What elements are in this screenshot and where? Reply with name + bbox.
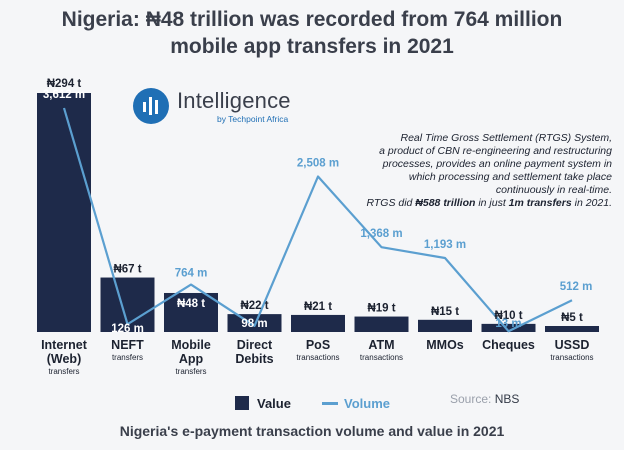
volume-value-label: 98 m: [241, 318, 267, 330]
note-line: a product of CBN re-engineering and rest…: [379, 145, 612, 157]
bar-value-label: ₦67 t: [113, 264, 141, 276]
note-line: continuously in real-time.: [495, 184, 612, 196]
note-line: which processing and settlement take pla…: [408, 171, 612, 183]
rtgs-note: Real Time Gross Settlement (RTGS) System…: [322, 132, 612, 210]
source-name: NBS: [494, 392, 520, 406]
volume-value-label: 512 m: [560, 281, 593, 293]
category-sublabel: transactions: [360, 353, 403, 362]
category-label: Debits: [235, 352, 273, 366]
category-sublabel: transfers: [112, 353, 143, 362]
volume-line: [62, 107, 573, 333]
note-line: processes, provides an online payment sy…: [382, 158, 612, 170]
chart-title-line-2: mobile app transfers in 2021: [170, 35, 454, 58]
legend-label-value: Value: [257, 396, 291, 411]
value-bar: [545, 326, 599, 332]
volume-value-label: 3,612 m: [43, 89, 85, 101]
volume-value-label: 2,508 m: [297, 157, 339, 169]
bar-value-label: ₦5 t: [561, 312, 583, 324]
category-label: USSD: [555, 338, 590, 352]
rtgs-summary: RTGS did ₦588 trillion in just 1m transf…: [322, 197, 612, 210]
bar-value-label: ₦15 t: [431, 306, 459, 318]
chart-title: Nigeria: ₦48 trillion was recorded from …: [0, 6, 624, 60]
value-bar: [291, 314, 345, 332]
volume-value-label: 764 m: [175, 268, 208, 280]
rtgs-middle: in just: [475, 197, 509, 209]
bar-value-label: ₦294 t: [47, 78, 82, 90]
logo-tagline: by Techpoint Africa: [217, 114, 289, 124]
volume-value-label: 1,368 m: [360, 228, 402, 240]
volume-value-label: 126 m: [111, 323, 144, 335]
rtgs-value: ₦588 trillion: [415, 197, 476, 209]
category-label: PoS: [306, 338, 330, 352]
value-bar: [481, 323, 536, 332]
intelligence-logo: Intelligence by Techpoint Africa: [133, 88, 313, 132]
source-credit: Source: NBS: [450, 392, 519, 406]
chart-subtitle: Nigeria's e-payment transaction volume a…: [119, 423, 505, 439]
bar-value-label: ₦21 t: [304, 301, 332, 313]
chart-title-line-1: Nigeria: ₦48 trillion was recorded from …: [61, 8, 563, 31]
category-label: Cheques: [482, 338, 535, 352]
bar-chart-logo-icon: [133, 88, 169, 124]
value-bar: [227, 314, 282, 332]
category-label: MMOs: [426, 338, 464, 352]
category-label: Direct: [237, 338, 273, 352]
source-prefix: Source:: [450, 392, 495, 406]
bar-value-label: ₦19 t: [367, 303, 395, 315]
value-bar: [354, 316, 409, 332]
category-sublabel: transfers: [48, 367, 79, 376]
category-label: Mobile: [171, 338, 211, 352]
legend-label-volume: Volume: [344, 396, 390, 411]
bar-value-label: ₦22 t: [240, 300, 268, 312]
category-label: Internet: [41, 338, 88, 352]
value-swatch: [235, 396, 249, 410]
category-sublabel: transactions: [550, 353, 593, 362]
value-bar: [418, 319, 472, 332]
category-label: NEFT: [111, 338, 144, 352]
category-label: ATM: [368, 338, 394, 352]
category-label: App: [179, 352, 204, 366]
category-sublabel: transfers: [175, 367, 206, 376]
rtgs-volume: 1m transfers: [508, 197, 572, 209]
rtgs-prefix: RTGS did: [366, 197, 416, 209]
bar-value-label: ₦48 t: [177, 298, 205, 310]
category-label: (Web): [47, 352, 82, 366]
volume-value-label: 13 m: [495, 318, 521, 330]
volume-swatch: [322, 402, 338, 405]
bar-value-label: ₦10 t: [494, 310, 522, 322]
value-bar: [37, 93, 91, 332]
volume-value-label: 1,193 m: [424, 239, 466, 251]
value-bar: [164, 292, 218, 332]
rtgs-suffix: in 2021.: [571, 197, 612, 209]
category-sublabel: transactions: [296, 353, 339, 362]
logo-name: Intelligence: [177, 88, 291, 113]
note-line: Real Time Gross Settlement (RTGS) System…: [400, 132, 612, 144]
